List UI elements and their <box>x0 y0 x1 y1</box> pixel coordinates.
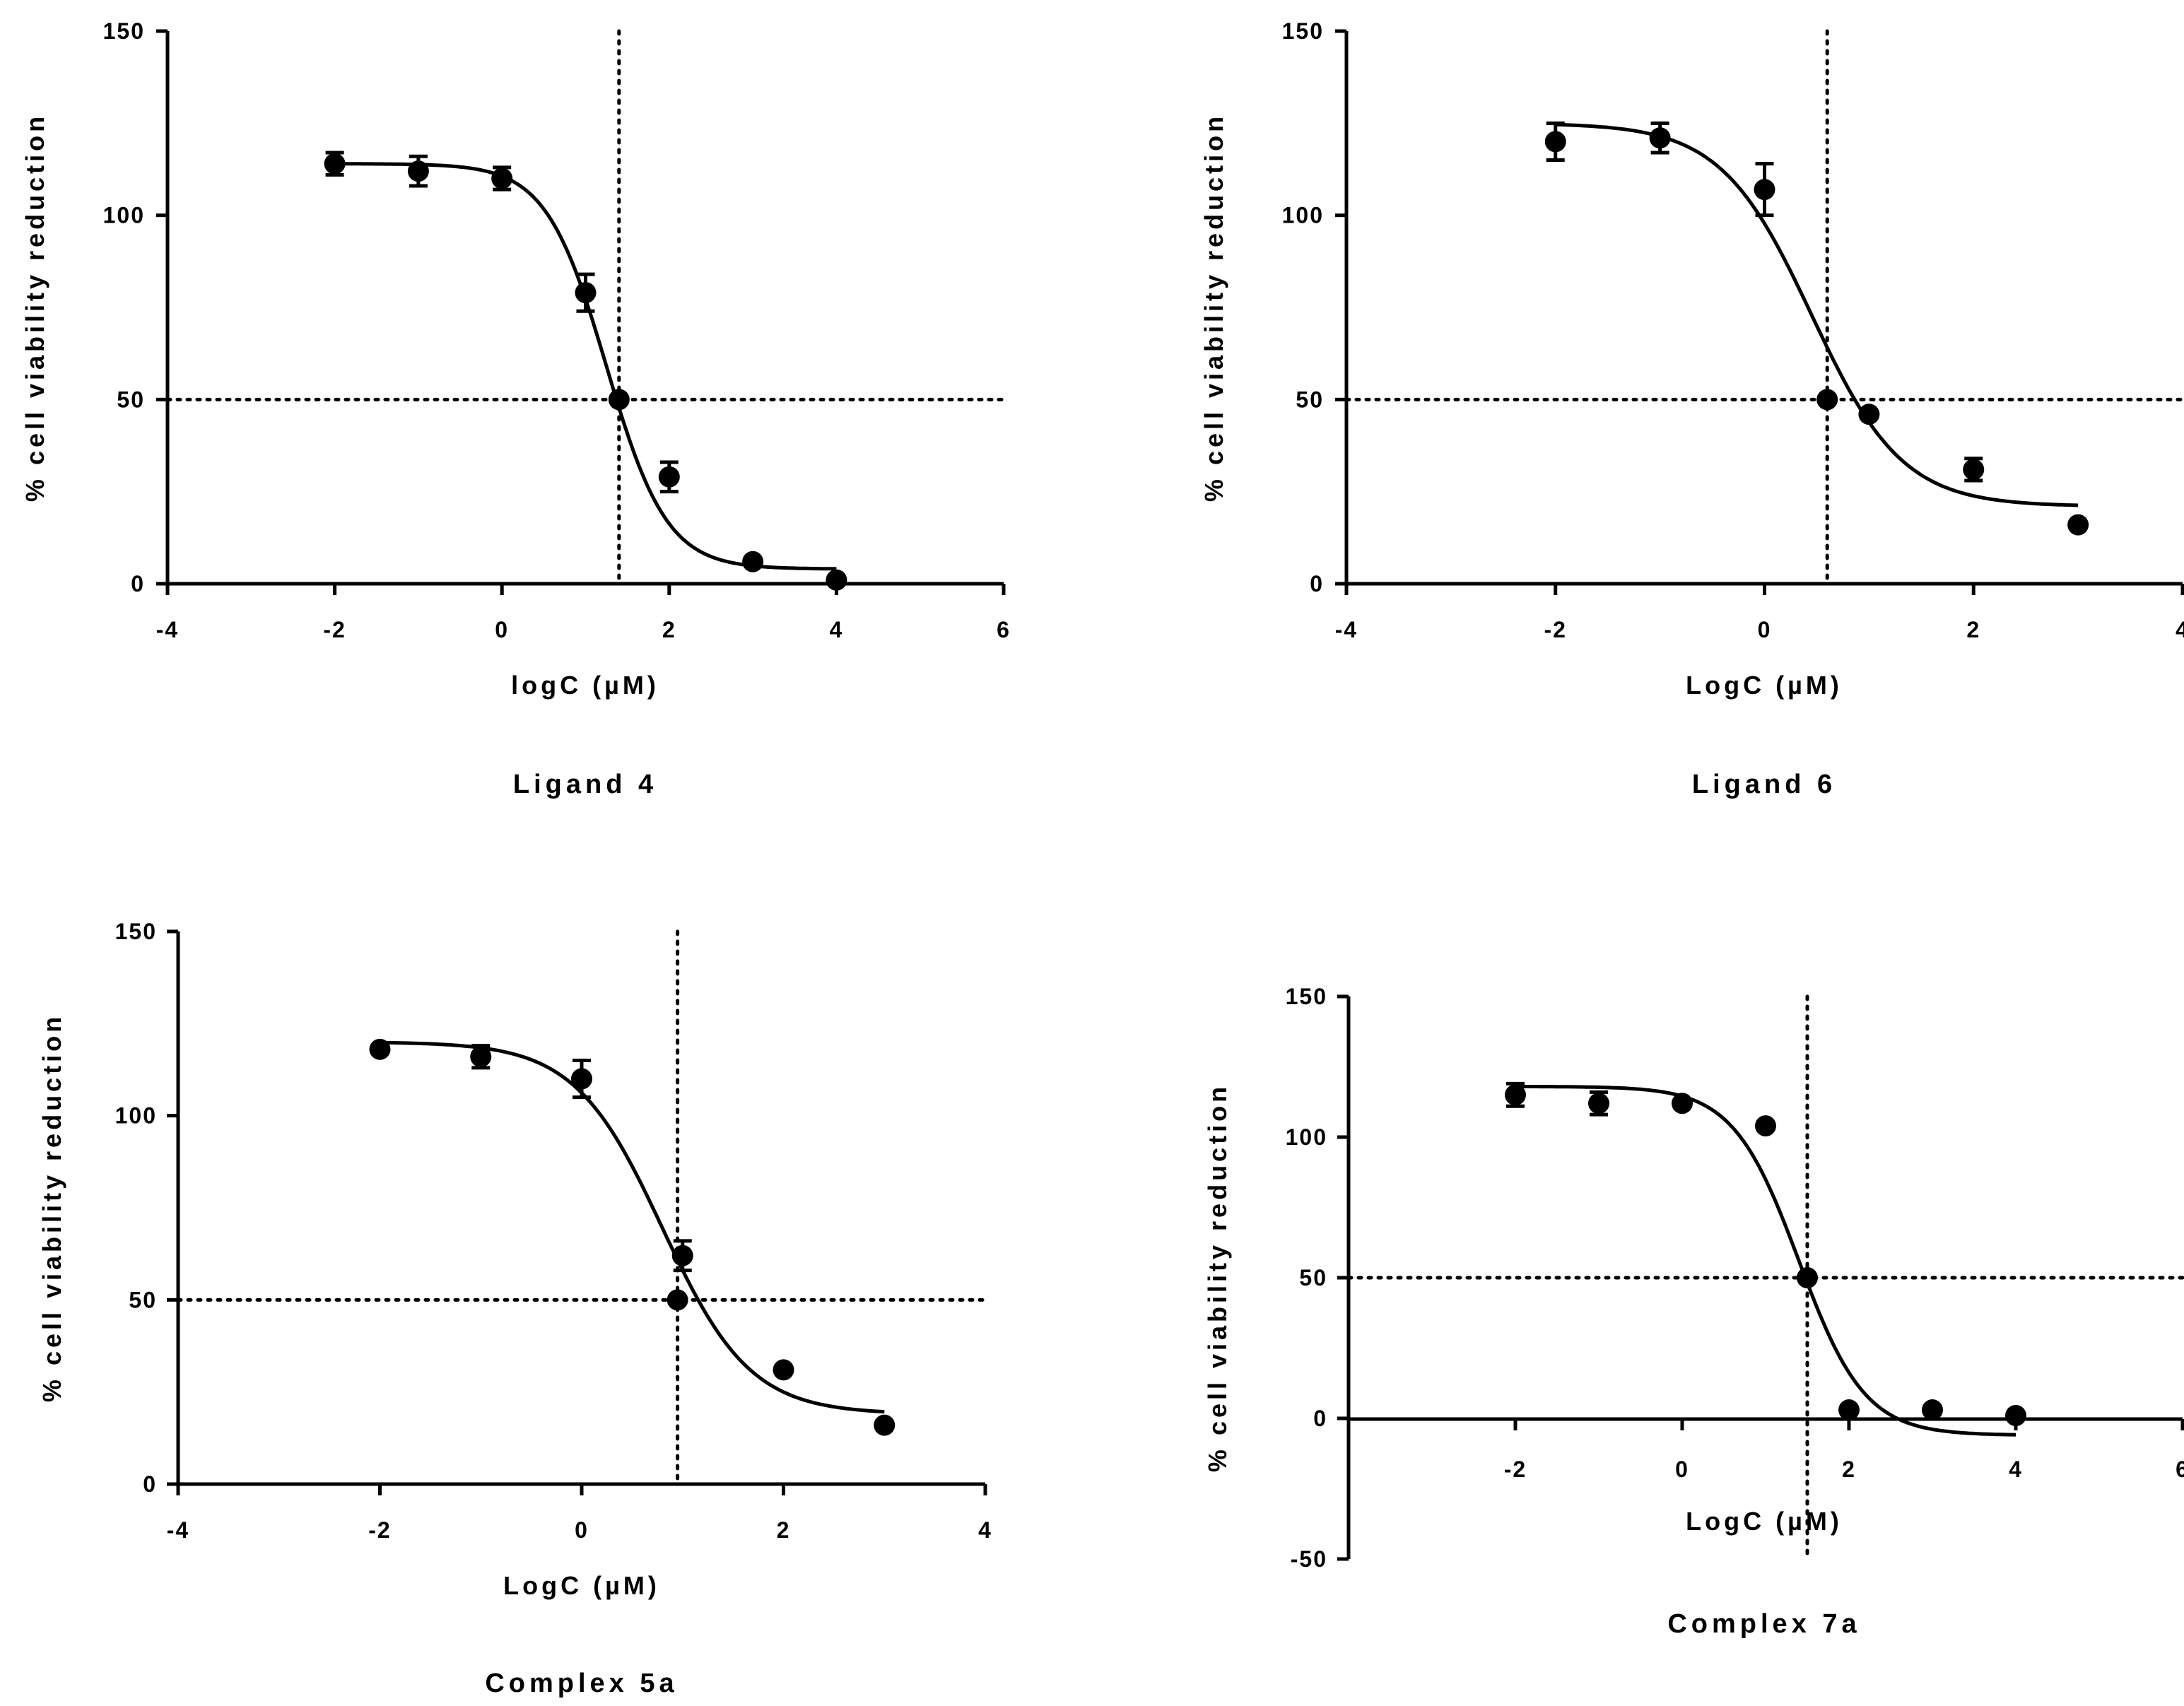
x-tick-label: -4 <box>167 1517 189 1543</box>
data-point <box>1649 127 1671 149</box>
x-tick-label: -2 <box>1504 1457 1527 1482</box>
x-tick-label: -2 <box>1544 617 1567 642</box>
y-axis-label: % cell viability reduction <box>37 1013 66 1402</box>
x-axis-label: LogC (µM) <box>503 1571 660 1600</box>
data-point <box>1838 1399 1860 1421</box>
data-point <box>575 282 597 304</box>
data-point <box>608 389 630 411</box>
y-tick-label: 0 <box>131 571 145 596</box>
x-tick-label: 6 <box>997 617 1011 642</box>
data-point <box>324 153 346 175</box>
data-point <box>1588 1093 1609 1114</box>
fit-curve <box>1515 1084 2016 1437</box>
x-tick-label: 4 <box>2009 1457 2023 1482</box>
x-axis-label: LogC (µM) <box>1686 671 1843 700</box>
y-tick-label: -50 <box>1291 1546 1327 1572</box>
y-tick-label: 150 <box>115 919 157 944</box>
data-point <box>2067 514 2089 536</box>
data-point <box>667 1289 688 1311</box>
data-point <box>742 551 764 572</box>
y-tick-label: 0 <box>1310 571 1324 596</box>
y-tick-label: 0 <box>1313 1406 1327 1431</box>
x-tick-label: 6 <box>2176 1457 2184 1482</box>
data-point <box>1858 404 1880 425</box>
x-tick-label: 2 <box>1842 1457 1856 1482</box>
x-tick-label: 2 <box>777 1517 791 1543</box>
y-axis-label: % cell viability reduction <box>20 113 49 502</box>
panel-complex-5a: Complex 5a LogC (µM) % cell viability re… <box>37 919 992 1698</box>
panel-title: Complex 7a <box>1667 1609 1860 1639</box>
y-tick-label: 150 <box>103 18 145 44</box>
y-tick-label: 100 <box>115 1103 157 1129</box>
data-point <box>1755 1115 1776 1137</box>
y-tick-label: 50 <box>117 387 145 412</box>
y-tick-label: 100 <box>1282 203 1324 228</box>
data-point <box>1816 389 1838 411</box>
panel-ligand-4: Ligand 4 logC (µM) % cell viability redu… <box>20 18 1011 799</box>
y-tick-label: 150 <box>1282 18 1324 44</box>
y-tick-label: 100 <box>103 203 145 228</box>
y-axis-label: % cell viability reduction <box>1199 113 1228 502</box>
y-tick-label: 50 <box>1299 1265 1327 1290</box>
y-tick-label: 0 <box>143 1471 157 1497</box>
x-tick-label: 4 <box>978 1517 992 1543</box>
data-point <box>369 1038 391 1060</box>
data-point <box>874 1414 896 1436</box>
data-point <box>1505 1084 1526 1106</box>
x-axis-label: LogC (µM) <box>1686 1507 1843 1536</box>
fit-curve <box>334 162 837 571</box>
data-point <box>671 1245 693 1266</box>
panel-ligand-6: Ligand 6 LogC (µM) % cell viability redu… <box>1199 18 2184 799</box>
y-tick-label: 150 <box>1286 984 1327 1009</box>
y-tick-label: 50 <box>1296 387 1324 412</box>
data-point <box>826 569 847 591</box>
x-tick-label: 2 <box>662 617 676 642</box>
x-tick-label: 0 <box>1675 1457 1689 1482</box>
x-tick-label: -2 <box>368 1517 391 1543</box>
x-tick-label: 4 <box>830 617 844 642</box>
data-point <box>1672 1093 1693 1114</box>
panel-title: Complex 5a <box>485 1669 678 1698</box>
data-point <box>1797 1267 1818 1288</box>
x-tick-label: -4 <box>1335 617 1358 642</box>
panel-complex-7a: Complex 7a LogC (µM) % cell viability re… <box>1203 984 2184 1639</box>
x-axis-label: logC (µM) <box>511 671 659 700</box>
data-point <box>491 167 513 189</box>
data-point <box>407 160 429 182</box>
data-point <box>658 466 680 488</box>
data-point <box>1922 1399 1943 1421</box>
y-tick-label: 50 <box>129 1287 157 1312</box>
x-tick-label: 4 <box>2176 617 2184 642</box>
data-point <box>2005 1405 2026 1427</box>
x-tick-label: 0 <box>1758 617 1772 642</box>
data-point <box>470 1046 492 1068</box>
panel-title: Ligand 4 <box>513 770 657 799</box>
x-tick-label: 0 <box>575 1517 589 1543</box>
fit-curve <box>1555 122 2079 507</box>
x-tick-label: 2 <box>1966 617 1980 642</box>
panel-title: Ligand 6 <box>1692 770 1836 799</box>
fit-curve <box>380 1040 885 1414</box>
y-tick-label: 100 <box>1286 1124 1327 1150</box>
x-tick-label: 0 <box>495 617 509 642</box>
y-axis-label: % cell viability reduction <box>1203 1083 1232 1472</box>
data-point <box>1544 131 1566 153</box>
data-point <box>571 1068 592 1090</box>
data-point <box>1754 179 1775 201</box>
data-point <box>773 1359 794 1381</box>
data-point <box>1963 459 1985 481</box>
x-tick-label: -2 <box>323 617 346 642</box>
x-tick-label: -4 <box>156 617 179 642</box>
